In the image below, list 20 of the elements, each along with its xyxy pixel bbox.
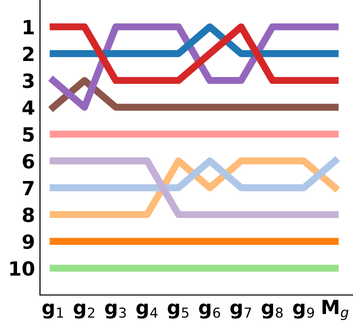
y-tick-label: 3 — [22, 73, 34, 88]
x-tick-label: g$_{5}$ — [168, 304, 188, 319]
x-tick-label: g$_{8}$ — [262, 304, 283, 319]
x-tick-label: g$_{9}$ — [293, 304, 314, 319]
x-tick-label: M$_{g}$ — [322, 300, 348, 320]
y-tick-label: 8 — [22, 208, 34, 222]
y-tick-label: 10 — [10, 261, 34, 276]
y-tick-label: 4 — [22, 100, 34, 115]
y-tick-label: 6 — [22, 154, 34, 169]
x-tick-label: g$_{1}$ — [42, 304, 63, 319]
y-tick-label: 5 — [23, 127, 34, 142]
y-tick-label: 7 — [22, 180, 34, 196]
x-tick-label: g$_{3}$ — [105, 304, 126, 319]
x-tick-label: g$_{4}$ — [136, 304, 158, 319]
y-tick-label: 1 — [24, 20, 34, 34]
x-tick-label: g$_{7}$ — [230, 304, 252, 319]
x-tick-label: g$_{2}$ — [74, 304, 94, 319]
x-tick-label: g$_{6}$ — [199, 304, 220, 319]
y-tick-label: 9 — [22, 234, 34, 250]
y-tick-label: 2 — [23, 46, 34, 62]
